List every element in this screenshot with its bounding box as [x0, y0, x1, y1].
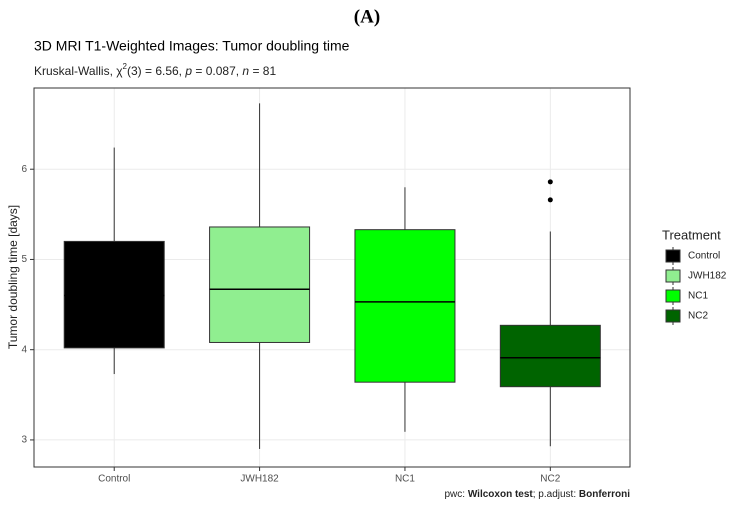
legend-key: [665, 309, 681, 323]
caption-part: Bonferroni: [579, 489, 630, 500]
legend-key: [665, 249, 681, 263]
legend-label: NC2: [688, 311, 708, 322]
x-tick-label: NC1: [395, 474, 415, 485]
subtitle-part: n: [242, 64, 249, 78]
box: [354, 229, 456, 383]
chart-title: 3D MRI T1-Weighted Images: Tumor doublin…: [34, 38, 350, 54]
legend-label: Control: [688, 251, 720, 262]
legend-key: [665, 269, 681, 283]
x-tick-label: Control: [98, 474, 130, 485]
box: [209, 226, 311, 343]
subtitle: Kruskal-Wallis, χ2(3) = 6.56, p = 0.087,…: [34, 62, 276, 78]
subtitle-part: = 81: [249, 64, 276, 78]
panel-border: [33, 87, 631, 468]
legend-label: NC1: [688, 291, 708, 302]
y-tick-label: 6: [21, 164, 27, 175]
box: [63, 240, 165, 349]
panel-label: (A): [354, 6, 380, 27]
caption: pwc: Wilcoxon test; p.adjust: Bonferroni: [444, 489, 630, 500]
subtitle-part: Kruskal-Wallis, χ: [34, 64, 123, 78]
y-tick-label: 3: [21, 435, 27, 446]
x-tick-label: NC2: [540, 474, 560, 485]
subtitle-part: = 0.087,: [192, 64, 242, 78]
y-tick-label: 5: [21, 254, 27, 265]
legend-key: [665, 289, 681, 303]
legend-label: JWH182: [688, 271, 727, 282]
subtitle-part: 2: [123, 62, 128, 71]
outlier: [547, 197, 553, 203]
subtitle-part: (3) = 6.56,: [127, 64, 185, 78]
y-axis-label: Tumor doubling time [days]: [6, 205, 20, 349]
subtitle-part: p: [184, 64, 192, 78]
box: [499, 324, 601, 388]
caption-part: ; p.adjust:: [533, 489, 579, 500]
caption-part: Wilcoxon test: [468, 489, 534, 500]
y-tick-label: 4: [21, 344, 27, 355]
outlier: [547, 179, 553, 185]
x-tick-label: JWH182: [240, 474, 279, 485]
legend-title: Treatment: [662, 227, 721, 242]
caption-part: pwc:: [444, 489, 467, 500]
